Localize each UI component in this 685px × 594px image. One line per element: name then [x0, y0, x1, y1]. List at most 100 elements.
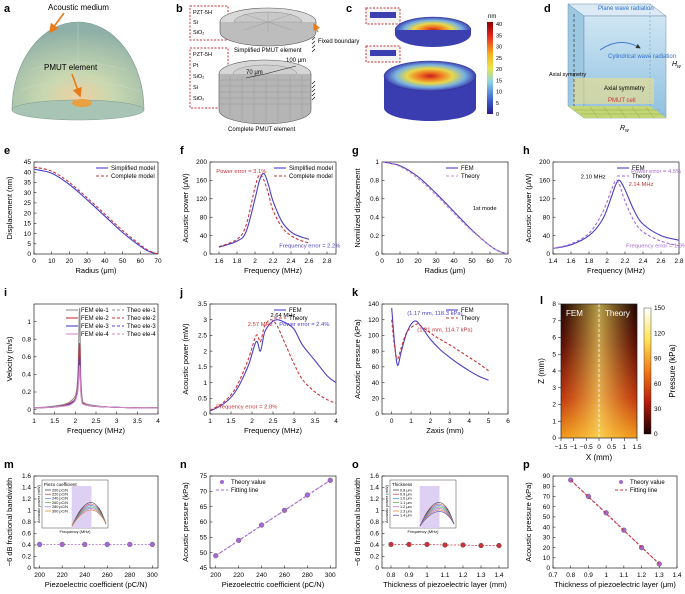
- panel-b: b PZT-5H Si SiO₂ PZT-5H Pt SiO₂ Si SiO₂ Simpli…: [176, 3, 359, 133]
- colorbar-tick-label: 0: [654, 431, 658, 438]
- series-line-Theory: [382, 162, 508, 254]
- inset-legend-label: 200 pC/N: [52, 488, 68, 492]
- y-tick-label: 160: [196, 178, 207, 185]
- complete-mesh: [219, 76, 311, 124]
- dim-line-outer: [264, 65, 297, 75]
- chart-panel-j: j 1 1.5 2 2.5 3 3.5 4 0 0.5 1 1.5 2 2.5 3 3.5 Frequency …: [179, 287, 338, 435]
- series-line-Simplified model: [218, 172, 310, 248]
- boundary-hatch: [311, 36, 316, 101]
- disp-complete: [383, 60, 477, 92]
- field-colorbar-ticks: 150 120 90 60 30 0: [654, 305, 665, 438]
- inset-ylabel: Acoustic power (mW): [36, 484, 41, 523]
- y-tick-label: 45: [200, 565, 208, 572]
- series-line-Simplified model: [34, 168, 158, 254]
- y-tick-label: 80: [372, 348, 380, 355]
- label-rw: Rw: [620, 125, 629, 134]
- colorbar-tick-label: 10: [496, 90, 502, 96]
- legend-label: Theo ele-2: [127, 316, 156, 322]
- y-axis-label: Acoustic power (mW): [181, 323, 190, 395]
- chart-panel-n: n 200 220 240 260 280 300 45 50 55 60 65 70 75 Piezoel…: [180, 459, 337, 589]
- series-line-Complete model: [218, 174, 310, 248]
- x-tick-label: 1.6: [214, 258, 223, 265]
- y-tick-label: 0.5: [198, 395, 207, 402]
- colorbar-tick-label: 90: [654, 356, 662, 363]
- legend-label: Theory: [289, 316, 308, 322]
- x-tick-label: 260: [279, 572, 290, 579]
- panel-letter: d: [544, 3, 551, 15]
- y-axis-label: Acoustic pressure (kPa): [181, 482, 190, 562]
- x-tick-label: 10: [396, 258, 404, 265]
- x-axis-label: Thickness of piezoelectric layer (mm): [383, 580, 507, 589]
- x-tick-label: 1.4: [672, 572, 681, 579]
- data-point: [478, 543, 484, 549]
- data-point: [59, 541, 65, 547]
- y-tick-label: 120: [539, 196, 550, 203]
- legend-label: FEM: [461, 166, 474, 172]
- y-axis-label: Acoustic pressure (kPa): [524, 482, 533, 562]
- x-axis-label: Radius (μm): [76, 266, 117, 275]
- x-tick-label: 30: [432, 258, 440, 265]
- x-axis-label: Piezoelectric coefficient (pC/N): [222, 580, 325, 589]
- annotation: Power error = 4.5%: [631, 169, 681, 175]
- inset-xlabel: Frequency (MHz): [408, 529, 440, 534]
- legend-label: Fitting line: [231, 488, 259, 494]
- stack-layer-label: SiO₂: [193, 96, 204, 102]
- y-tick-label: 10: [24, 231, 32, 238]
- disp-simplified-side: [395, 30, 471, 47]
- y-tick-label: 1.4: [22, 485, 31, 492]
- inset-strip-top: [370, 12, 396, 18]
- label-pmut-cell: PMUT cell: [608, 98, 636, 104]
- x-tick-label: 50: [119, 258, 127, 265]
- x-tick-label: 4: [467, 418, 471, 425]
- x-tick-label: 2: [605, 258, 609, 265]
- legend-label: FEM ele-1: [81, 308, 109, 314]
- y-tick-label: 1: [375, 508, 379, 515]
- y-tick-label: 40: [200, 233, 208, 240]
- tick-label: 1: [623, 444, 627, 451]
- legend-label: Theory: [632, 174, 651, 180]
- colorbar-tick-label: 30: [496, 45, 502, 51]
- tick-label: 0: [552, 435, 556, 442]
- x-tick-label: 1.4: [494, 572, 503, 579]
- series-line-Fitting line: [215, 479, 331, 557]
- y-tick-label: 30: [24, 190, 32, 197]
- legend-swatch: [220, 480, 224, 484]
- y-tick-label: 25: [24, 200, 32, 207]
- x-tick-label: 280: [124, 572, 135, 579]
- y-tick-label: 0.8: [22, 336, 31, 343]
- x-tick-label: 20: [66, 258, 74, 265]
- data-point: [388, 541, 394, 547]
- x-tick-label: 0.9: [584, 572, 593, 579]
- x-tick-label: 0.9: [404, 572, 413, 579]
- annotation: Frequency error = 2.2%: [279, 244, 340, 250]
- inset-legend-label: 1.1 μm: [400, 501, 412, 505]
- legend-label: Fitting line: [630, 488, 658, 494]
- y-tick-label: 60: [543, 504, 551, 511]
- x-tick-label: 5: [487, 418, 491, 425]
- panel-d: d Plane wave radiation Cylindrical wave …: [544, 3, 681, 134]
- panel-letter: c: [346, 3, 352, 15]
- colorbar-tick-label: 5: [496, 101, 499, 107]
- y-tick-label: 90: [543, 473, 551, 480]
- x-tick-label: 10: [48, 258, 56, 265]
- x-tick-label: 6: [506, 418, 510, 425]
- label-pmut-element: PMUT element: [44, 63, 98, 72]
- y-tick-label: 35: [24, 180, 32, 187]
- x-tick-label: 70: [504, 258, 512, 265]
- annotation: Frequency error = 1.9%: [626, 244, 685, 250]
- colorbar-tick-label: 30: [654, 406, 662, 413]
- x-tick-label: 1.1: [440, 572, 449, 579]
- data-point: [149, 541, 155, 547]
- annotation: (1.31 mm, 114.7 kPa): [417, 328, 472, 334]
- y-tick-label: 0.4: [370, 542, 379, 549]
- y-tick-label: 0.2: [370, 554, 379, 561]
- chart-panel-f: f 1.6 1.8 2 2.2 2.4 2.6 2.8 0 40 80 120 160 200 Freque…: [180, 145, 340, 275]
- stack-box-top: [189, 5, 229, 41]
- y-tick-label: 0: [27, 407, 31, 414]
- stack-layer-label: Si: [193, 20, 198, 26]
- x-tick-label: 3: [115, 418, 119, 425]
- x-tick-label: 240: [256, 572, 267, 579]
- tick-label: −1.5: [555, 444, 568, 451]
- inset-title: Thickness: [392, 482, 413, 487]
